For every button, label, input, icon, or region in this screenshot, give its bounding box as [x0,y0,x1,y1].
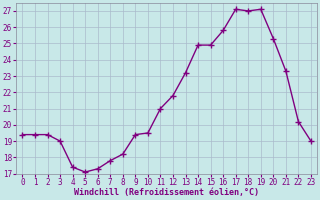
X-axis label: Windchill (Refroidissement éolien,°C): Windchill (Refroidissement éolien,°C) [74,188,259,197]
